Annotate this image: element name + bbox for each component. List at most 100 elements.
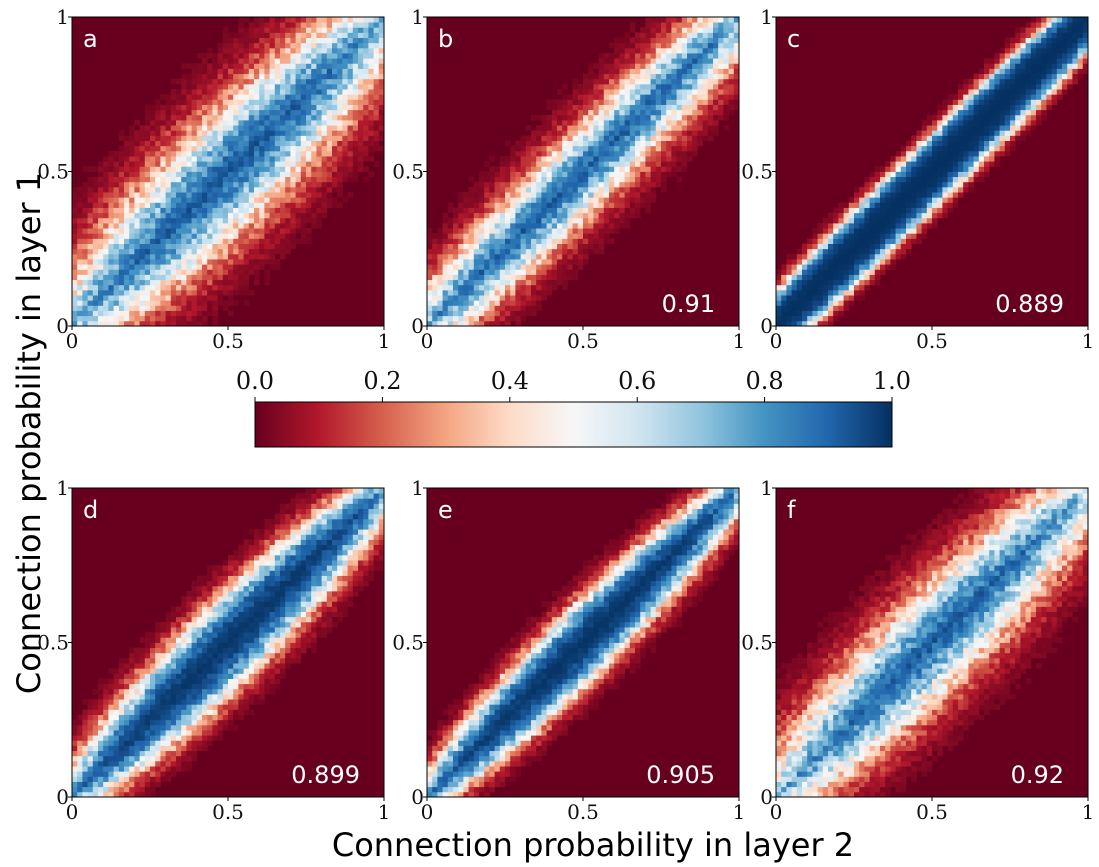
- heatmap-cell: [510, 166, 516, 172]
- heatmap-cell: [202, 264, 208, 270]
- heatmap-cell: [718, 32, 724, 38]
- heatmap-cell: [108, 284, 114, 291]
- heatmap-cell: [290, 32, 296, 38]
- heatmap-cell: [243, 300, 250, 306]
- heatmap-cell: [311, 99, 317, 105]
- heatmap-cell: [129, 181, 135, 188]
- heatmap-cell: [718, 78, 724, 85]
- heatmap-cell: [306, 47, 312, 54]
- heatmap-cell: [129, 176, 135, 183]
- heatmap-cell: [300, 47, 307, 54]
- heatmap-cell: [468, 228, 475, 234]
- heatmap-cell: [707, 42, 714, 49]
- heatmap-cell: [572, 94, 579, 100]
- heatmap-cell: [269, 22, 276, 28]
- heatmap-cell: [264, 269, 270, 275]
- heatmap-cell: [869, 238, 876, 244]
- heatmap-cell: [134, 166, 140, 172]
- heatmap-cell: [326, 17, 333, 23]
- heatmap-cell: [603, 104, 610, 111]
- heatmap-cell: [155, 310, 161, 317]
- heatmap-cell: [295, 135, 302, 141]
- heatmap-cell: [603, 186, 610, 193]
- heatmap-cell: [196, 176, 203, 183]
- heatmap-cell: [82, 233, 88, 239]
- heatmap-cell: [155, 140, 161, 147]
- heatmap-cell: [650, 130, 657, 136]
- heatmap-cell: [468, 274, 475, 281]
- heatmap-cell: [661, 181, 667, 188]
- heatmap-cell: [248, 186, 255, 193]
- heatmap-cell: [259, 104, 265, 111]
- heatmap-cell: [300, 181, 307, 188]
- heatmap-cell: [373, 145, 380, 152]
- heatmap-cell: [812, 289, 818, 296]
- heatmap-cell: [321, 73, 328, 80]
- heatmap-cell: [347, 47, 354, 54]
- heatmap-cell: [170, 315, 177, 322]
- heatmap-cell: [285, 171, 291, 178]
- heatmap-cell: [442, 315, 449, 322]
- heatmap-cell: [885, 166, 891, 172]
- heatmap-cell: [191, 186, 198, 193]
- heatmap-cell: [786, 289, 792, 296]
- heatmap-cell: [181, 109, 187, 116]
- heatmap-cell: [885, 176, 891, 183]
- heatmap-cell: [437, 315, 443, 322]
- heatmap-cell: [635, 125, 641, 131]
- heatmap-cell: [274, 47, 281, 54]
- heatmap-cell: [118, 305, 125, 311]
- heatmap-cell: [233, 114, 239, 121]
- heatmap-cell: [609, 94, 615, 100]
- heatmap-cell: [238, 243, 244, 250]
- heatmap-cell: [843, 264, 850, 270]
- heatmap-cell: [541, 295, 547, 301]
- heatmap-cell: [557, 259, 563, 265]
- heatmap-cell: [243, 94, 250, 100]
- heatmap-cell: [505, 274, 511, 281]
- heatmap-cell: [295, 32, 302, 38]
- x-tick-label: 0: [66, 329, 79, 353]
- heatmap-cell: [160, 248, 166, 255]
- heatmap-cell: [113, 197, 120, 203]
- heatmap-cell: [274, 171, 281, 178]
- x-tick-label: 1: [378, 329, 391, 353]
- heatmap-cell: [505, 300, 511, 306]
- heatmap-cell: [212, 228, 218, 234]
- heatmap-cell: [629, 166, 636, 172]
- heatmap-cell: [557, 109, 563, 116]
- heatmap-cell: [243, 186, 250, 193]
- heatmap-cell: [551, 171, 558, 178]
- heatmap-cell: [311, 27, 317, 33]
- heatmap-cell: [583, 233, 589, 239]
- heatmap-cell: [619, 58, 625, 64]
- heatmap-cell: [181, 161, 187, 167]
- heatmap-cell: [378, 104, 385, 111]
- heatmap-cell: [515, 197, 521, 203]
- heatmap-cell: [280, 233, 286, 239]
- heatmap-cell: [588, 217, 594, 224]
- heatmap-cell: [228, 274, 234, 281]
- heatmap-cell: [603, 140, 610, 147]
- heatmap-cell: [848, 295, 855, 301]
- heatmap-cell: [347, 73, 354, 80]
- heatmap-cell: [520, 171, 527, 178]
- heatmap-cell: [170, 140, 177, 147]
- heatmap-cell: [103, 300, 109, 306]
- heatmap-cell: [337, 22, 343, 28]
- heatmap-cell: [854, 269, 860, 275]
- heatmap-cell: [103, 238, 109, 244]
- heatmap-cell: [546, 161, 553, 167]
- heatmap-cell: [525, 310, 532, 317]
- heatmap-cell: [196, 320, 203, 327]
- heatmap-cell: [144, 259, 151, 265]
- heatmap-cell: [295, 161, 302, 167]
- heatmap-cell: [129, 295, 135, 301]
- heatmap-cell: [562, 223, 568, 229]
- heatmap-cell: [342, 109, 348, 116]
- heatmap-cell: [645, 58, 651, 64]
- heatmap-cell: [499, 248, 506, 255]
- heatmap-cell: [921, 223, 928, 229]
- heatmap-cell: [577, 171, 584, 178]
- heatmap-cell: [186, 269, 192, 275]
